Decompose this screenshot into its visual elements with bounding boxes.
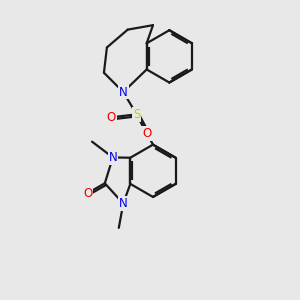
Text: O: O: [83, 187, 92, 200]
Text: O: O: [107, 111, 116, 124]
Text: O: O: [142, 127, 152, 140]
Text: N: N: [119, 85, 128, 98]
Text: N: N: [119, 197, 128, 210]
Text: S: S: [133, 108, 140, 121]
Text: N: N: [109, 151, 117, 164]
